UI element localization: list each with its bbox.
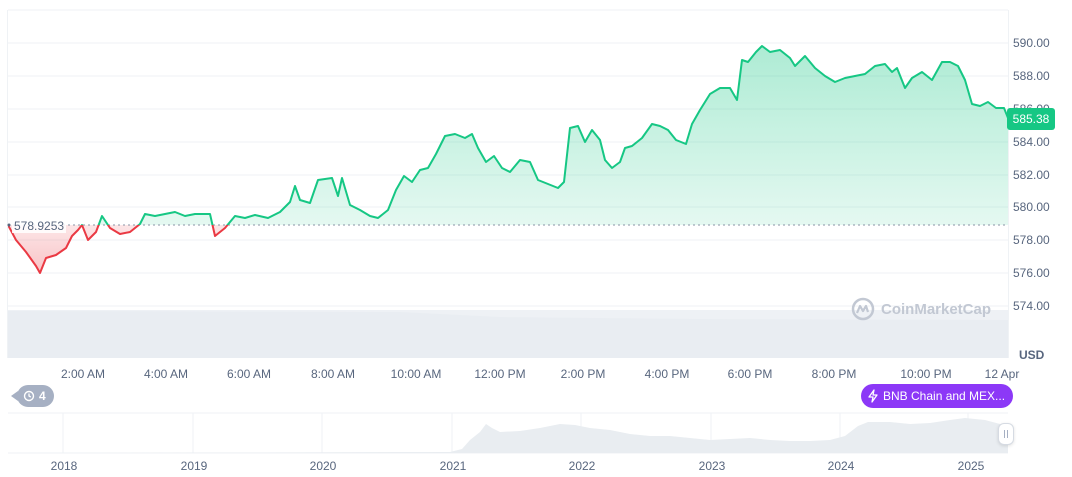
y-tick: 576.00 [1013, 266, 1050, 280]
navigator-tick: 2020 [309, 459, 337, 473]
x-tick: 6:00 PM [727, 367, 773, 381]
x-tick: 10:00 AM [390, 367, 442, 381]
navigator[interactable] [8, 412, 1008, 454]
coinmarketcap-logo-icon [851, 297, 875, 321]
lightning-icon [868, 389, 878, 403]
current-price-badge: 585.38 [1007, 108, 1055, 130]
x-tick: 2:00 PM [560, 367, 606, 381]
x-tick: 10:00 PM [900, 367, 952, 381]
navigator-range-handle[interactable] [998, 423, 1014, 445]
y-tick: 574.00 [1013, 299, 1050, 313]
volume-top [8, 311, 1008, 358]
navigator-area [8, 418, 1008, 453]
price-line-down [8, 225, 229, 274]
reference-price-label: 578.9253 [12, 219, 67, 233]
y-tick: 584.00 [1013, 135, 1050, 149]
navigator-tick: 2019 [180, 459, 208, 473]
y-tick: 580.00 [1013, 200, 1050, 214]
navigator-tick: 2024 [827, 459, 855, 473]
history-badge[interactable]: 4 [11, 385, 54, 407]
x-tick: 4:00 AM [143, 367, 189, 381]
y-tick: 578.00 [1013, 233, 1050, 247]
history-count: 4 [39, 389, 46, 403]
navigator-tick: 2023 [698, 459, 726, 473]
x-tick: 12 Apr [984, 367, 1020, 381]
x-tick: 8:00 PM [811, 367, 857, 381]
currency-label: USD [1019, 348, 1045, 362]
x-tick: 4:00 PM [644, 367, 690, 381]
navigator-tick: 2022 [568, 459, 596, 473]
navigator-tick: 2021 [439, 459, 467, 473]
y-tick: 582.00 [1013, 168, 1050, 182]
reference-marker [7, 223, 11, 227]
y-tick: 590.00 [1013, 36, 1050, 50]
navigator-tick: 2018 [50, 459, 78, 473]
event-label: BNB Chain and MEX... [883, 389, 1006, 403]
x-tick: 12:00 PM [474, 367, 526, 381]
x-tick: 8:00 AM [310, 367, 356, 381]
x-tick: 2:00 AM [60, 367, 106, 381]
y-tick: 588.00 [1013, 69, 1050, 83]
watermark-text: CoinMarketCap [881, 300, 992, 318]
coinmarketcap-watermark: CoinMarketCap [851, 297, 991, 321]
history-icon [23, 390, 35, 402]
event-badge[interactable]: BNB Chain and MEX... [861, 384, 1014, 408]
navigator-tick: 2025 [957, 459, 985, 473]
price-line-up [8, 45, 1008, 225]
x-tick: 6:00 AM [226, 367, 272, 381]
price-area-up [8, 46, 1008, 225]
